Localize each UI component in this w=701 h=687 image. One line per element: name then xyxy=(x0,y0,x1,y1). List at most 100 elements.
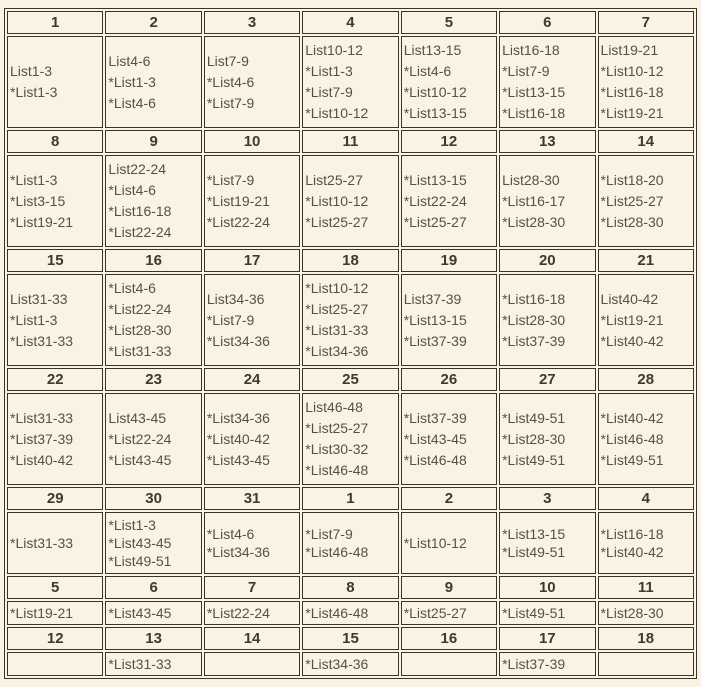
day-number-header: 4 xyxy=(302,11,399,34)
day-number-header: 3 xyxy=(203,11,301,34)
day-number-header: 8 xyxy=(302,576,399,599)
day-cell: *List22-24 xyxy=(203,601,301,625)
day-number-header: 1 xyxy=(302,487,399,510)
event-entry: *List31-33 xyxy=(108,656,172,672)
day-cell: *List13-15 *List49-51 xyxy=(499,512,596,574)
day-cell: List10-12 *List1-3 *List7-9 *List10-12 xyxy=(302,36,399,128)
event-entry: *List46-48 xyxy=(305,462,369,478)
day-cell: *List37-39 *List43-45 *List46-48 xyxy=(400,393,498,485)
event-entry: *List43-45 xyxy=(206,451,270,468)
event-entry: *List46-48 xyxy=(305,544,369,560)
event-entry: *List28-30 xyxy=(108,322,172,338)
event-entry: *List31-33 xyxy=(305,322,369,338)
event-entry: *List10-12 xyxy=(600,63,664,79)
day-number-header: 18 xyxy=(597,627,694,650)
day-number-header: 4 xyxy=(597,487,694,510)
day-number-header: 5 xyxy=(400,11,498,34)
day-cell: *List10-12 *List25-27 *List31-33 *List34-36 xyxy=(302,274,399,366)
day-cell: List43-45 *List22-24 *List43-45 xyxy=(105,393,202,485)
day-cell: *List31-33 xyxy=(7,512,104,574)
day-cell xyxy=(597,652,694,676)
day-cell: *List16-18 *List28-30 *List37-39 xyxy=(499,274,596,366)
day-number-header: 10 xyxy=(499,576,596,599)
day-number-header: 11 xyxy=(597,576,694,599)
day-cell: *List1-3 *List3-15 *List19-21 xyxy=(7,155,104,247)
event-entry: *List19-21 xyxy=(10,605,74,621)
event-entry: *List10-12 xyxy=(403,535,467,551)
event-entry: *List37-39 xyxy=(502,332,566,349)
event-entry: *List4-6 xyxy=(206,73,255,90)
day-cell: *List16-18 *List40-42 xyxy=(597,512,694,574)
day-cell: List34-36 *List7-9 *List34-36 xyxy=(203,274,301,366)
event-entry: *List28-30 xyxy=(502,311,566,328)
day-number-header: 2 xyxy=(400,487,498,510)
day-number-header: 13 xyxy=(499,130,596,153)
event-entry: *List49-51 xyxy=(502,451,566,468)
day-cell: List31-33 *List1-3 *List31-33 xyxy=(7,274,104,366)
day-number-header: 17 xyxy=(499,627,596,650)
day-cell: List19-21 *List10-12 *List16-18 *List19-21 xyxy=(597,36,694,128)
day-cell: List4-6 *List1-3 *List4-6 xyxy=(105,36,202,128)
event-entry: *List37-39 xyxy=(10,430,74,447)
day-cell: *List4-6 *List34-36 xyxy=(203,512,301,574)
event-entry: *List34-36 xyxy=(206,332,270,349)
day-number-header: 8 xyxy=(7,130,104,153)
week-content-row: List31-33 *List1-3 *List31-33 *List4-6 *List… xyxy=(7,274,694,366)
event-entry: *List25-27 xyxy=(305,301,369,317)
event-entry: *List25-27 xyxy=(305,420,369,436)
day-number-header: 26 xyxy=(400,368,498,391)
event-entry: *List25-27 xyxy=(403,605,467,621)
event-entry: *List13-15 xyxy=(403,311,467,328)
event-entry: *List4-6 xyxy=(403,63,452,79)
event-entry: *List1-3 xyxy=(10,84,58,100)
event-entry: *List7-9 xyxy=(305,84,353,100)
day-number-header: 9 xyxy=(105,130,202,153)
event-entry: *List37-39 xyxy=(502,656,566,672)
event-entry: *List16-18 xyxy=(502,290,566,307)
event-entry: *List4-6 xyxy=(108,182,156,198)
day-cell: List28-30 *List16-17 *List28-30 xyxy=(499,155,596,247)
event-entry: *List7-9 xyxy=(206,94,255,111)
event-entry: *List49-51 xyxy=(502,544,566,560)
day-number-header: 9 xyxy=(400,576,498,599)
day-number-header: 22 xyxy=(7,368,104,391)
event-entry: *List19-21 xyxy=(600,105,664,121)
day-number-header: 5 xyxy=(7,576,104,599)
day-cell: *List49-51 *List28-30 *List49-51 xyxy=(499,393,596,485)
event-entry: *List13-15 xyxy=(403,171,467,188)
event-entry: List37-39 xyxy=(403,290,462,307)
day-number-header: 6 xyxy=(499,11,596,34)
event-entry: *List22-24 xyxy=(206,213,270,230)
day-number-header: 30 xyxy=(105,487,202,510)
day-number-header: 1 xyxy=(7,11,104,34)
event-entry: *List28-30 xyxy=(600,213,664,230)
week-content-row: *List19-21 *List43-45 *List22-24 *List46-48… xyxy=(7,601,694,625)
event-entry: *List49-51 xyxy=(108,553,172,569)
event-entry: *List10-12 xyxy=(305,105,369,121)
day-cell: List13-15 *List4-6 *List10-12 *List13-15 xyxy=(400,36,498,128)
day-number-header: 15 xyxy=(7,249,104,272)
event-entry: *List43-45 xyxy=(108,451,172,468)
day-number-header: 17 xyxy=(203,249,301,272)
event-entry: *List13-15 xyxy=(403,105,467,121)
day-cell: List37-39 *List13-15 *List37-39 xyxy=(400,274,498,366)
event-entry: *List4-6 xyxy=(108,94,156,111)
day-number-header: 31 xyxy=(203,487,301,510)
event-entry: List34-36 xyxy=(206,290,265,307)
week-content-row: *List31-33 *List34-36 *List37-39 xyxy=(7,652,694,676)
day-number-header: 21 xyxy=(597,249,694,272)
event-entry: *List34-36 xyxy=(206,544,270,560)
event-entry: *List46-48 xyxy=(600,430,664,447)
event-entry: *List3-15 xyxy=(10,192,66,209)
event-entry: *List1-3 xyxy=(108,73,156,90)
week-content-row: List1-3 *List1-3 List4-6 *List1-3 *List4-6 Li… xyxy=(7,36,694,128)
week-header-row: 15 16 17 18 19 20 21 xyxy=(7,249,694,272)
event-entry: *List34-36 xyxy=(206,409,270,426)
day-cell: *List18-20 *List25-27 *List28-30 xyxy=(597,155,694,247)
day-number-header: 28 xyxy=(597,368,694,391)
day-cell xyxy=(400,652,498,676)
day-number-header: 14 xyxy=(597,130,694,153)
week-header-row: 29 30 31 1 2 3 4 xyxy=(7,487,694,510)
event-entry: *List46-48 xyxy=(305,605,369,621)
